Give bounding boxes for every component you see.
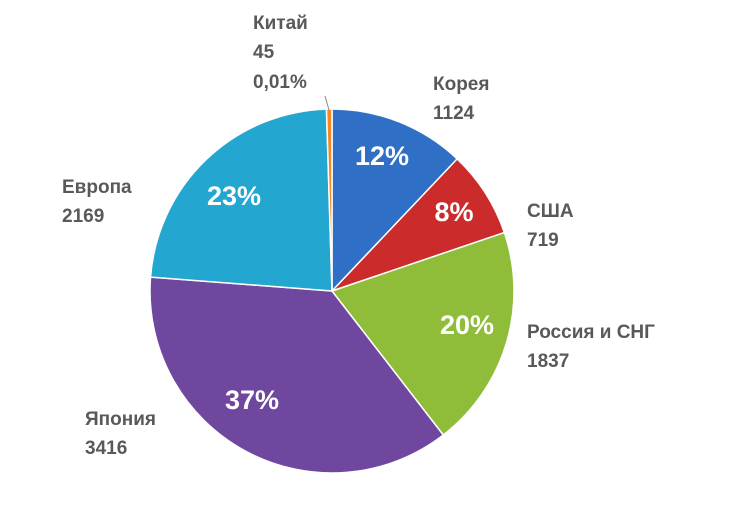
percent-label: 23% — [207, 181, 261, 211]
percent-label: 0,01% — [253, 72, 307, 93]
pie-slice — [331, 108, 459, 293]
percent-label: 37% — [225, 385, 279, 415]
pie-slice — [149, 108, 333, 292]
percent-label: 12% — [355, 141, 409, 171]
value-label: 45 — [253, 42, 275, 63]
value-label: 3416 — [85, 438, 127, 459]
category-label: Европа — [62, 177, 132, 198]
percent-label: 8% — [434, 197, 473, 227]
value-label: 2169 — [62, 206, 104, 227]
value-label: 719 — [527, 230, 559, 251]
percent-label: 20% — [440, 310, 494, 340]
category-label: Корея — [433, 74, 489, 95]
value-label: 1837 — [527, 351, 569, 372]
leader-line — [324, 95, 330, 111]
pie-slice — [330, 231, 515, 437]
category-label: Китай — [253, 13, 308, 34]
pie-slice — [149, 276, 445, 474]
category-label: Япония — [85, 409, 156, 430]
value-label: 1124 — [433, 103, 475, 124]
category-label: Россия и СНГ — [527, 322, 655, 343]
category-label: США — [527, 201, 574, 222]
